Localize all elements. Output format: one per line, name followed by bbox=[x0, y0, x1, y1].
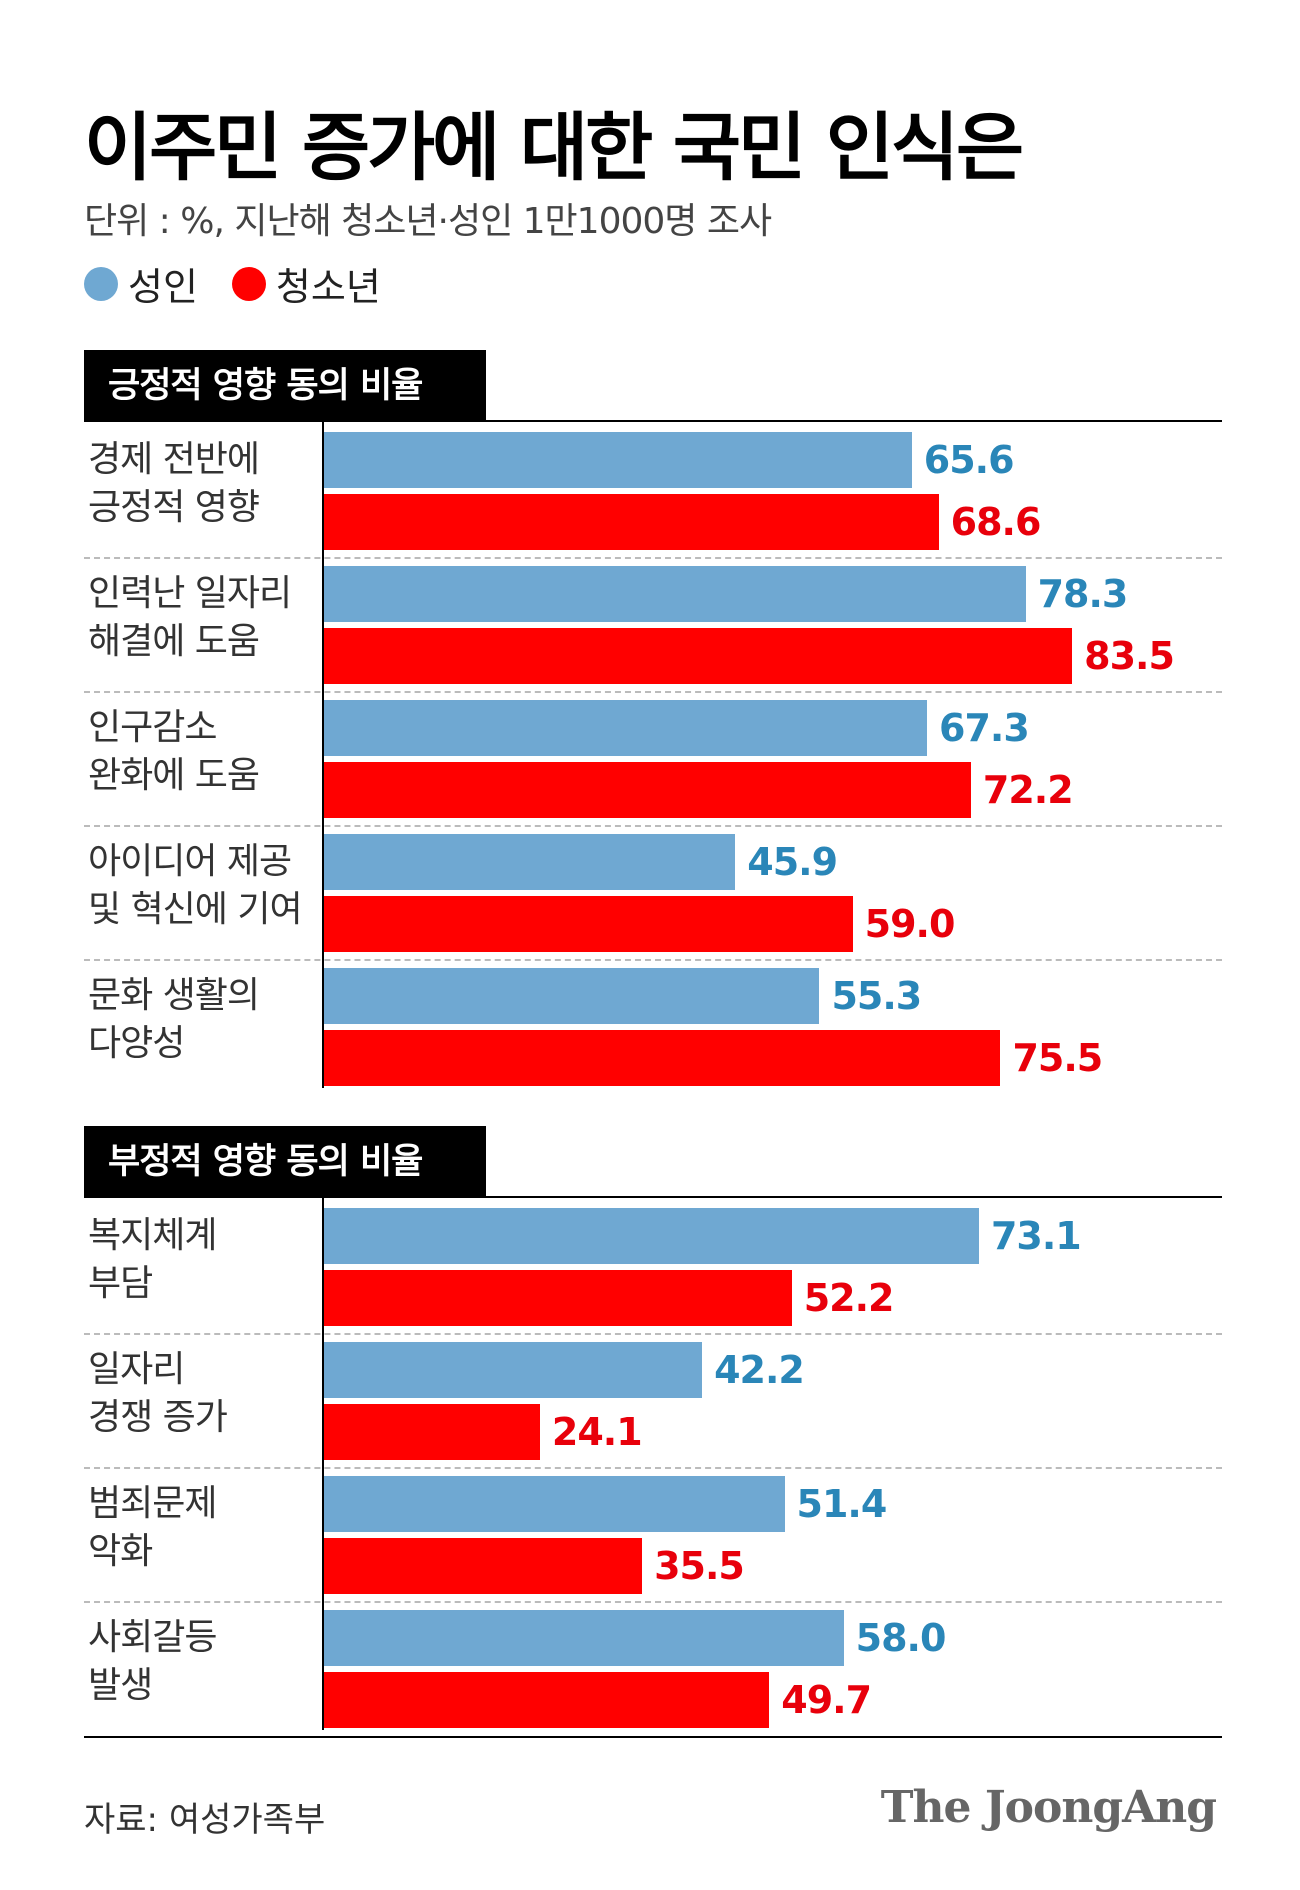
bar-adult bbox=[324, 566, 1026, 622]
legend-item-youth: 청소년 bbox=[231, 256, 381, 311]
bar-adult bbox=[324, 1208, 979, 1264]
value-label-adult: 45.9 bbox=[747, 840, 838, 884]
row-divider bbox=[84, 1601, 1222, 1603]
source-note: 자료: 여성가족부 bbox=[84, 1800, 326, 1840]
category-label-line: 완화에 도움 bbox=[88, 755, 260, 796]
category-label-line: 사회갈등 bbox=[88, 1617, 217, 1658]
category-label-line: 범죄문제 bbox=[88, 1483, 217, 1524]
y-axis-line-1 bbox=[322, 422, 324, 1088]
category-label-line: 복지체계 bbox=[88, 1215, 217, 1256]
section-top-rule-1 bbox=[84, 420, 1222, 422]
value-label-youth: 72.2 bbox=[982, 768, 1074, 812]
value-label-youth: 68.6 bbox=[950, 500, 1042, 544]
bar-youth bbox=[324, 628, 1073, 684]
category-label-line: 아이디어 제공 bbox=[88, 841, 292, 882]
bar-youth bbox=[324, 1030, 1001, 1086]
category-label-line: 경쟁 증가 bbox=[88, 1397, 228, 1438]
bar-adult bbox=[324, 1342, 703, 1398]
bar-adult bbox=[324, 1610, 844, 1666]
category-label-line: 다양성 bbox=[88, 1023, 185, 1064]
y-axis-line-2 bbox=[322, 1198, 324, 1730]
value-label-adult: 51.4 bbox=[796, 1482, 888, 1526]
value-label-youth: 59.0 bbox=[864, 902, 956, 946]
row-divider bbox=[84, 1467, 1222, 1469]
row-divider bbox=[84, 825, 1222, 827]
value-label-youth: 35.5 bbox=[654, 1544, 745, 1588]
bar-youth bbox=[324, 1270, 792, 1326]
chart-bottom-rule bbox=[84, 1736, 1222, 1738]
chart-title: 이주민 증가에 대한 국민 인식은 bbox=[84, 105, 1024, 191]
value-label-youth: 52.2 bbox=[803, 1276, 895, 1320]
category-label-line: 경제 전반에 bbox=[88, 439, 260, 480]
value-label-adult: 78.3 bbox=[1037, 572, 1129, 616]
bar-adult bbox=[324, 432, 912, 488]
section-top-rule-2 bbox=[84, 1196, 1222, 1198]
bar-youth bbox=[324, 1404, 540, 1460]
value-label-adult: 65.6 bbox=[923, 438, 1015, 482]
bar-adult bbox=[324, 1476, 785, 1532]
category-label-line: 문화 생활의 bbox=[88, 975, 260, 1016]
bar-adult bbox=[324, 834, 736, 890]
category-label-line: 인력난 일자리 bbox=[88, 573, 292, 614]
legend: 성인 청소년 bbox=[84, 256, 415, 311]
value-label-adult: 42.2 bbox=[714, 1348, 805, 1392]
value-label-adult: 55.3 bbox=[831, 974, 922, 1018]
bar-youth bbox=[324, 896, 853, 952]
category-label-line: 및 혁신에 기여 bbox=[88, 889, 303, 930]
value-label-youth: 83.5 bbox=[1084, 634, 1175, 678]
category-label-line: 부담 bbox=[88, 1263, 153, 1304]
value-label-adult: 58.0 bbox=[855, 1616, 947, 1660]
category-label-line: 인구감소 bbox=[88, 707, 217, 748]
value-label-youth: 49.7 bbox=[781, 1678, 872, 1722]
category-label-line: 악화 bbox=[88, 1531, 153, 1572]
row-divider bbox=[84, 691, 1222, 693]
legend-swatch-adult bbox=[84, 266, 118, 301]
chart-subtitle: 단위 : %, 지난해 청소년·성인 1만1000명 조사 bbox=[84, 201, 772, 242]
section-header-1: 긍정적 영향 동의 비율 bbox=[84, 350, 486, 422]
bar-adult bbox=[324, 968, 820, 1024]
bar-youth bbox=[324, 1672, 770, 1728]
category-label-line: 긍정적 영향 bbox=[88, 487, 260, 528]
row-divider bbox=[84, 959, 1222, 961]
category-label-line: 발생 bbox=[88, 1665, 153, 1706]
section-header-2: 부정적 영향 동의 비율 bbox=[84, 1126, 486, 1198]
legend-item-adult: 성인 bbox=[84, 256, 198, 311]
category-label-line: 일자리 bbox=[88, 1349, 185, 1390]
value-label-adult: 67.3 bbox=[939, 706, 1030, 750]
bar-youth bbox=[324, 762, 971, 818]
bar-youth bbox=[324, 494, 939, 550]
legend-swatch-youth bbox=[231, 266, 266, 301]
legend-label-adult: 성인 bbox=[128, 265, 198, 309]
value-label-youth: 75.5 bbox=[1012, 1036, 1103, 1080]
brand-logo: The JoongAng bbox=[880, 1782, 1217, 1833]
row-divider bbox=[84, 1333, 1222, 1335]
value-label-adult: 73.1 bbox=[990, 1214, 1082, 1258]
row-divider bbox=[84, 557, 1222, 559]
category-label-line: 해결에 도움 bbox=[88, 621, 260, 662]
bar-youth bbox=[324, 1538, 643, 1594]
legend-label-youth: 청소년 bbox=[275, 265, 381, 309]
value-label-youth: 24.1 bbox=[551, 1410, 643, 1454]
bar-adult bbox=[324, 700, 927, 756]
